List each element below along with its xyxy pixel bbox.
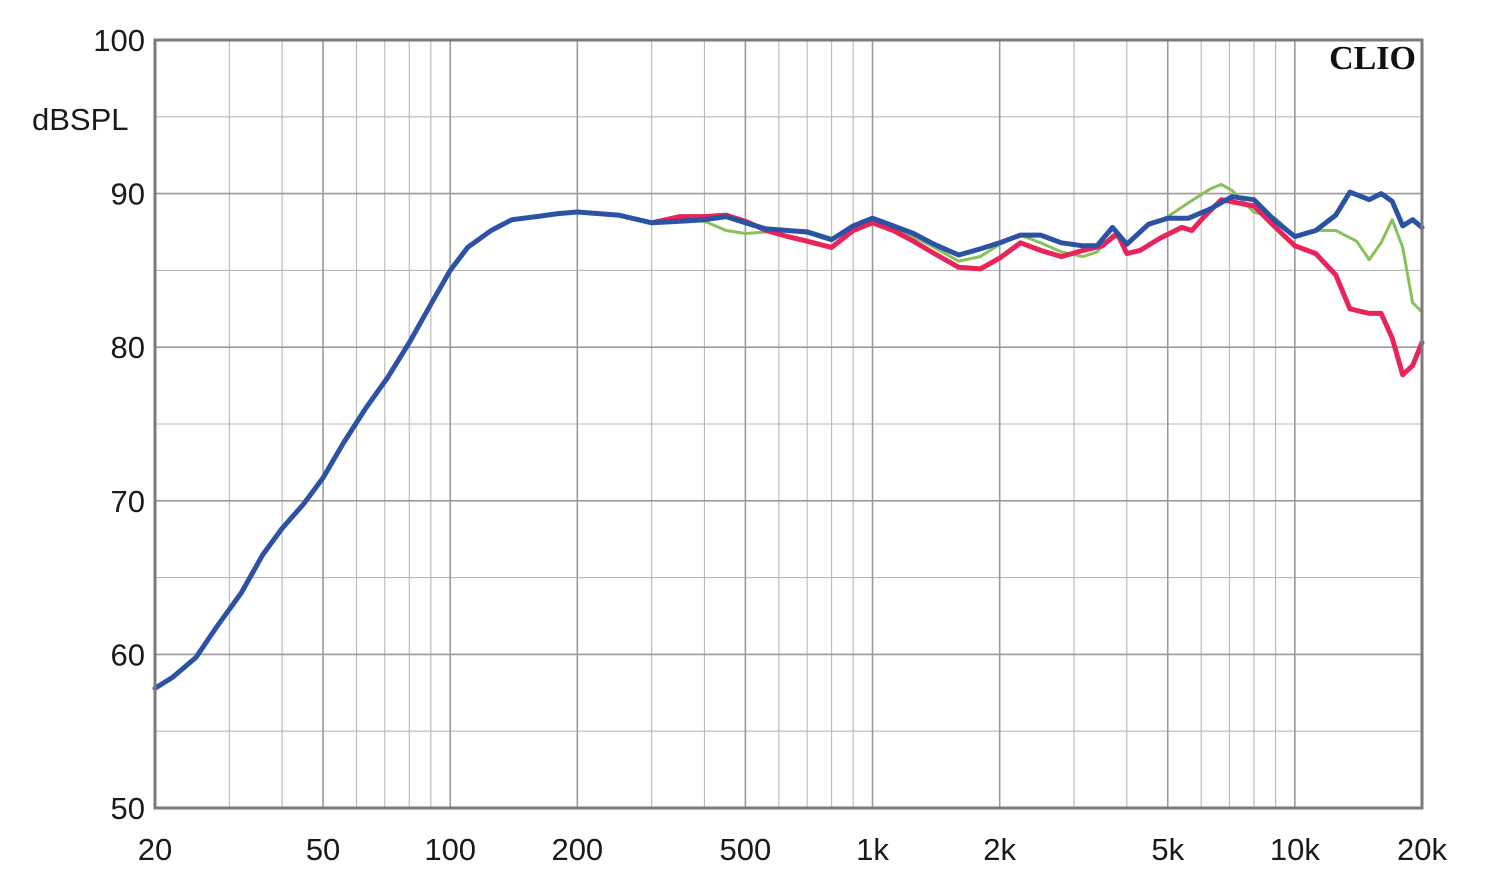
y-axis-label: dBSPL — [32, 102, 129, 137]
y-tick-label: 100 — [93, 23, 145, 58]
x-axis-tick-labels: 20 50 100 200 500 1k 2k 5k 10k 20k — [138, 832, 1448, 867]
series-line-3 — [152, 189, 1425, 691]
x-tick-label: 100 — [424, 832, 476, 867]
x-tick-label: 10k — [1270, 832, 1320, 867]
y-axis-tick-labels: 50 60 70 80 90 100 — [93, 23, 145, 826]
x-tick-label: 5k — [1151, 832, 1184, 867]
series-line-2 — [649, 197, 1425, 378]
x-tick-label: 50 — [306, 832, 340, 867]
clio-watermark: CLIO — [1329, 40, 1416, 77]
y-tick-label: 80 — [111, 330, 145, 365]
x-tick-label: 500 — [720, 832, 772, 867]
y-tick-label: 60 — [111, 637, 145, 672]
x-tick-label: 1k — [856, 832, 889, 867]
x-tick-label: 20 — [138, 832, 172, 867]
x-tick-label: 20k — [1397, 832, 1447, 867]
x-tick-label: 2k — [983, 832, 1016, 867]
x-tick-label: 200 — [551, 832, 603, 867]
minor-gridlines — [155, 40, 1422, 808]
y-tick-label: 90 — [111, 177, 145, 212]
y-tick-label: 70 — [111, 484, 145, 519]
plot-frame — [153, 38, 1424, 810]
y-tick-label: 50 — [111, 791, 145, 826]
series-layer — [152, 182, 1425, 691]
